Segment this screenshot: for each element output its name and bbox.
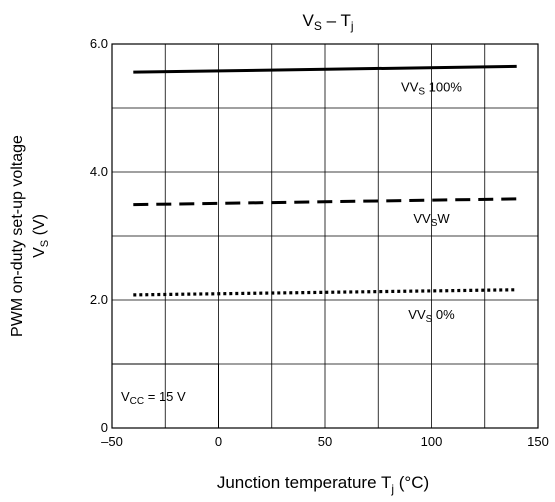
series-line-0 bbox=[133, 64, 517, 74]
vcc-annotation: VCC = 15 V bbox=[121, 389, 186, 407]
y-tick-label: 4.0 bbox=[90, 164, 108, 179]
series-label-0: VVS 100% bbox=[401, 79, 462, 97]
y-tick-label: 6.0 bbox=[90, 36, 108, 51]
x-tick-label: 0 bbox=[215, 434, 222, 449]
series-line-1 bbox=[133, 197, 517, 207]
series-label-1: VVSW bbox=[413, 211, 450, 229]
x-tick-label: 100 bbox=[421, 434, 443, 449]
x-axis-label: Junction temperature Tj (°C) bbox=[217, 473, 429, 496]
series-layer: VVS 100% VVSW VVS 0% bbox=[133, 64, 517, 325]
y-tick-label: 2.0 bbox=[90, 292, 108, 307]
grid bbox=[112, 44, 538, 428]
y-axis-label-line1: PWM on-duty set-up voltage bbox=[9, 135, 26, 337]
chart-title: VS – Tj bbox=[302, 11, 353, 33]
plot-frame bbox=[111, 43, 539, 429]
series-label-2: VVS 0% bbox=[408, 307, 455, 325]
y-tick-label: 0 bbox=[101, 420, 108, 435]
x-tick-label: 150 bbox=[527, 434, 549, 449]
vcc-annotation-box bbox=[111, 363, 219, 429]
y-axis-label-line2: VS (V) bbox=[31, 214, 51, 258]
series-line-2 bbox=[133, 288, 517, 297]
x-tick-label: 50 bbox=[318, 434, 332, 449]
x-tick-label: –50 bbox=[101, 434, 123, 449]
